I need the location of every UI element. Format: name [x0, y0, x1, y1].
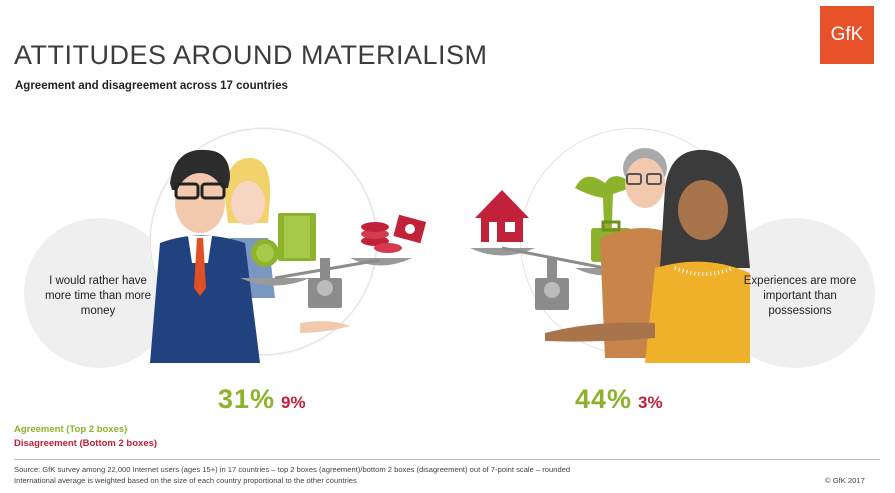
left-agree-percent: 31% — [218, 384, 276, 414]
left-statement-bubble — [24, 218, 174, 368]
man-figure-icon — [150, 149, 260, 363]
clock-book-icon — [251, 213, 316, 267]
page-title: ATTITUDES AROUND MATERIALISM — [14, 40, 488, 70]
house-icon — [475, 190, 529, 242]
left-illustration — [150, 149, 427, 363]
right-illustration — [470, 148, 750, 363]
right-agree-percent: 44% — [575, 384, 633, 414]
page-subtitle: Agreement and disagreement across 17 cou… — [15, 80, 288, 92]
source-line-1: Source: GfK survey among 22,000 Internet… — [14, 465, 571, 474]
left-disagree-percent: 9% — [281, 393, 306, 412]
left-statement-text: I would rather have more time than more … — [44, 275, 152, 317]
source-line-2: International average is weighted based … — [14, 476, 357, 485]
copyright: © GfK 2017 — [825, 476, 865, 485]
right-disagree-percent: 3% — [638, 393, 663, 412]
right-stats: 44% 3% — [575, 384, 663, 415]
source-note: Source: GfK survey among 22,000 Internet… — [14, 464, 570, 486]
legend-agreement: Agreement (Top 2 boxes) — [14, 424, 128, 435]
footer-divider — [14, 459, 880, 460]
right-statement-text: Experiences are more important than poss… — [743, 275, 857, 317]
gfk-logo: GfK — [820, 6, 874, 64]
woman-front-figure-icon — [545, 149, 750, 363]
legend-disagreement: Disagreement (Bottom 2 boxes) — [14, 438, 158, 449]
hand-icon — [300, 321, 350, 333]
left-stats: 31% 9% — [218, 384, 306, 415]
money-icon — [361, 214, 427, 253]
left-scale-icon — [240, 258, 412, 308]
